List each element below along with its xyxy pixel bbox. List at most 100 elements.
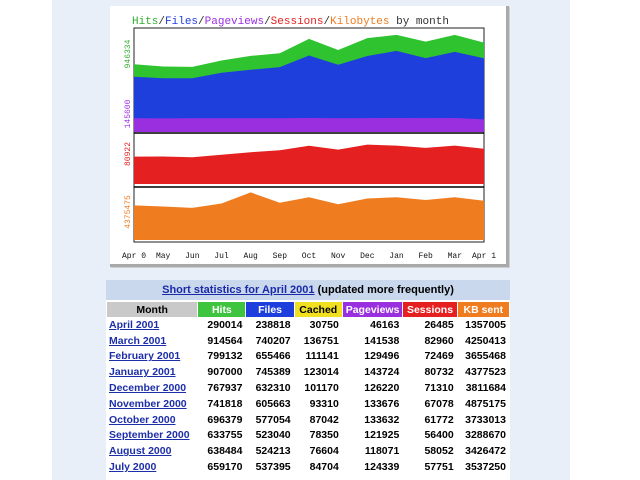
month-cell: March 2001 [107, 333, 197, 349]
x-tick-label: Jun [185, 252, 200, 261]
sessions-cell: 67078 [424, 397, 454, 410]
chart-title-part: Pageviews [205, 16, 264, 28]
table-row: April 2001 290014 238818 30750 46163 26485 135… [107, 317, 509, 333]
y-axis-label: 4375475 [124, 195, 133, 229]
cached-cell: 93310 [309, 397, 339, 410]
cached-cell: 136751 [303, 334, 339, 347]
sessions-cell: 58052 [424, 445, 454, 458]
col-pageviews-header: Pageviews [342, 302, 403, 317]
table-row: March 2001 914564 740207 136751 141538 82960 4… [107, 333, 509, 349]
monthly-stats-table: Month Hits Files Cached Pageviews Sessio… [106, 302, 510, 475]
pageviews-cell: 129496 [364, 350, 400, 363]
cached-cell: 101170 [304, 382, 339, 395]
kb-sent-cell: 3655468 [465, 350, 506, 363]
month-link[interactable]: December 2000 [109, 382, 187, 395]
x-tick-label: Apr 1 [472, 252, 496, 261]
month-cell: April 2001 [107, 317, 197, 333]
month-cell: November 2000 [107, 396, 197, 412]
month-link[interactable]: October 2000 [109, 413, 176, 426]
pageviews-cell: 126220 [364, 382, 400, 395]
cached-cell: 78350 [309, 429, 339, 442]
col-files-header: Files [246, 302, 294, 317]
short-statistics-panel: Short statistics for April 2001 (updated… [106, 280, 510, 480]
cached-cell: 87042 [309, 413, 339, 426]
kb-sent-cell: 3288670 [465, 429, 506, 442]
chart-title-part: / [264, 16, 271, 28]
col-cached-header: Cached [294, 302, 342, 317]
cached-cell: 76604 [309, 445, 339, 458]
month-link[interactable]: November 2000 [109, 397, 187, 410]
stats-title-note: (updated more frequently) [314, 284, 454, 296]
month-cell: January 2001 [107, 364, 197, 380]
y-axis-label: 946334 [124, 39, 133, 68]
usage-chart-svg: Apr 0 May Jun Jul Aug Sep Oct Nov Dec Jan Feb Mar Ap… [122, 16, 496, 261]
kb-sent-cell: 4250413 [465, 334, 506, 347]
files-cell: 605663 [255, 397, 291, 410]
table-row: August 2000 638484 524213 76604 118071 58052 3… [107, 443, 509, 459]
table-header-row: Month Hits Files Cached Pageviews Sessio… [107, 302, 509, 317]
files-cell: 655466 [255, 350, 291, 363]
stats-title-link[interactable]: Short statistics for April 2001 [162, 284, 315, 296]
chart-title: Hits/Files/Pageviews/Sessions/Kilobytes … [132, 16, 449, 28]
month-cell: February 2001 [107, 349, 197, 365]
files-cell: 537395 [255, 461, 291, 474]
sessions-cell: 72469 [424, 350, 454, 363]
pageviews-cell: 141538 [364, 334, 400, 347]
hits-cell: 741818 [207, 397, 243, 410]
hits-cell: 638484 [207, 445, 243, 458]
month-link[interactable]: March 2001 [109, 334, 167, 347]
month-link[interactable]: August 2000 [109, 445, 172, 458]
table-row: January 2001 907000 745389 123014 143724 8073… [107, 364, 509, 380]
series-kilobytes-area [134, 192, 484, 240]
x-tick-label: Mar [448, 252, 463, 261]
month-cell: December 2000 [107, 380, 197, 396]
files-cell: 632310 [255, 382, 291, 395]
files-cell: 745389 [255, 366, 291, 379]
x-tick-label: Apr 0 [122, 252, 146, 261]
pageviews-cell: 118071 [364, 445, 400, 458]
month-link[interactable]: September 2000 [109, 429, 190, 442]
month-link[interactable]: January 2001 [109, 366, 176, 379]
pageviews-cell: 46163 [370, 318, 400, 331]
cached-cell: 30750 [309, 318, 339, 331]
chart-title-part: Kilobytes [330, 16, 389, 28]
sessions-cell: 26485 [424, 318, 454, 331]
month-link[interactable]: February 2001 [109, 350, 181, 363]
series-sessions-area [134, 144, 484, 184]
table-row: July 2000 659170 537395 84704 124339 57751 353… [107, 459, 509, 475]
kb-sent-cell: 3811684 [465, 382, 506, 395]
sessions-cell: 57751 [424, 461, 454, 474]
files-cell: 523040 [255, 429, 291, 442]
x-tick-label: Nov [331, 252, 346, 261]
stats-title: Short statistics for April 2001 (updated… [106, 280, 510, 300]
sessions-cell: 71310 [424, 382, 454, 395]
table-row: September 2000 633755 523040 78350 121925 564… [107, 428, 509, 444]
table-row: November 2000 741818 605663 93310 133676 6707… [107, 396, 509, 412]
files-cell: 740207 [255, 334, 291, 347]
chart-title-part: Sessions [271, 16, 324, 28]
x-tick-label: Sep [273, 252, 288, 261]
x-tick-label: Feb [418, 252, 433, 261]
hits-cell: 659170 [207, 461, 243, 474]
month-link[interactable]: April 2001 [109, 318, 160, 331]
col-hits-header: Hits [198, 302, 246, 317]
col-kb-sent-header: KB sent [457, 302, 509, 317]
usage-chart: Apr 0 May Jun Jul Aug Sep Oct Nov Dec Jan Feb Mar Ap… [110, 6, 509, 267]
sessions-cell: 80732 [424, 366, 454, 379]
series-pageviews-area [134, 118, 484, 132]
cached-cell: 84704 [309, 461, 339, 474]
kb-sent-cell: 3537250 [465, 461, 506, 474]
y-axis-label: 80922 [124, 142, 133, 166]
month-link[interactable]: July 2000 [109, 461, 157, 474]
chart-title-part: by month [390, 16, 449, 28]
cached-cell: 123014 [303, 366, 339, 379]
sessions-cell: 61772 [424, 413, 454, 426]
x-tick-label: Jul [214, 252, 229, 261]
hits-cell: 290014 [207, 318, 243, 331]
hits-cell: 633755 [207, 429, 243, 442]
files-cell: 577054 [255, 413, 291, 426]
cached-cell: 111141 [305, 350, 339, 363]
y-axis-label: 145600 [124, 99, 133, 128]
chart-title-part: Files [165, 16, 198, 28]
col-sessions-header: Sessions [403, 302, 457, 317]
